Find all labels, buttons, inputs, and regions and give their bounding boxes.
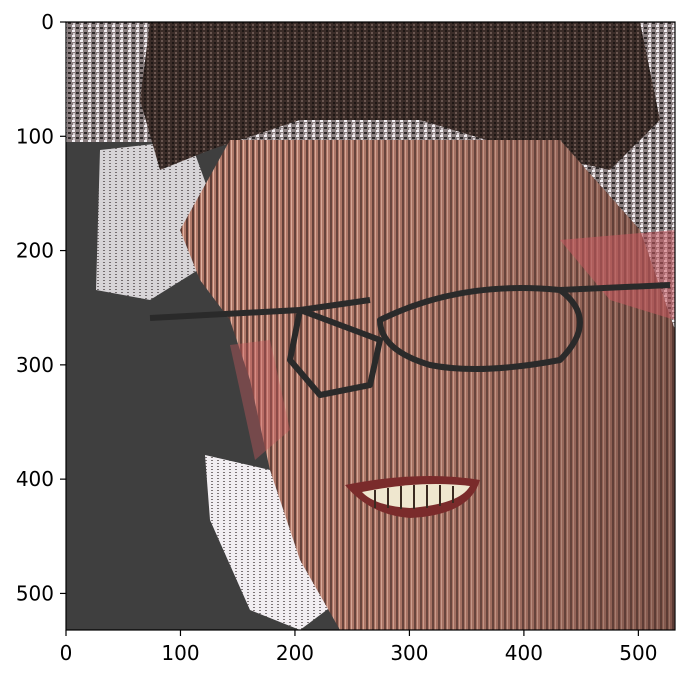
image-content bbox=[66, 22, 675, 630]
glasses-temple-right bbox=[559, 282, 671, 293]
face-shading bbox=[180, 140, 675, 630]
x-tick-label: 400 bbox=[505, 641, 543, 665]
y-tick-label: 200 bbox=[16, 239, 54, 263]
x-tick-label: 0 bbox=[60, 641, 73, 665]
teeth-stripes bbox=[374, 485, 454, 509]
x-tick-label: 100 bbox=[161, 641, 199, 665]
y-tick-label: 100 bbox=[16, 124, 54, 148]
y-tick-label: 0 bbox=[41, 10, 54, 34]
y-tick-label: 400 bbox=[16, 467, 54, 491]
glasses bbox=[149, 282, 671, 398]
glasses-lens-left bbox=[287, 307, 383, 398]
y-tick-label: 500 bbox=[16, 581, 54, 605]
glasses-lens-right bbox=[377, 285, 583, 372]
axes-frame bbox=[65, 21, 676, 631]
hair-region bbox=[140, 22, 660, 170]
y-tick-label: 300 bbox=[16, 353, 54, 377]
white-streaks-lower bbox=[205, 455, 340, 630]
red-accent-left bbox=[230, 340, 290, 460]
red-accent-right bbox=[560, 230, 675, 320]
x-tick-label: 300 bbox=[390, 641, 428, 665]
x-axis: 0 100 200 300 400 500 bbox=[60, 630, 657, 665]
x-tick-label: 500 bbox=[619, 641, 657, 665]
y-axis: 0 100 200 300 400 500 bbox=[16, 10, 66, 605]
x-tick-label: 200 bbox=[276, 641, 314, 665]
